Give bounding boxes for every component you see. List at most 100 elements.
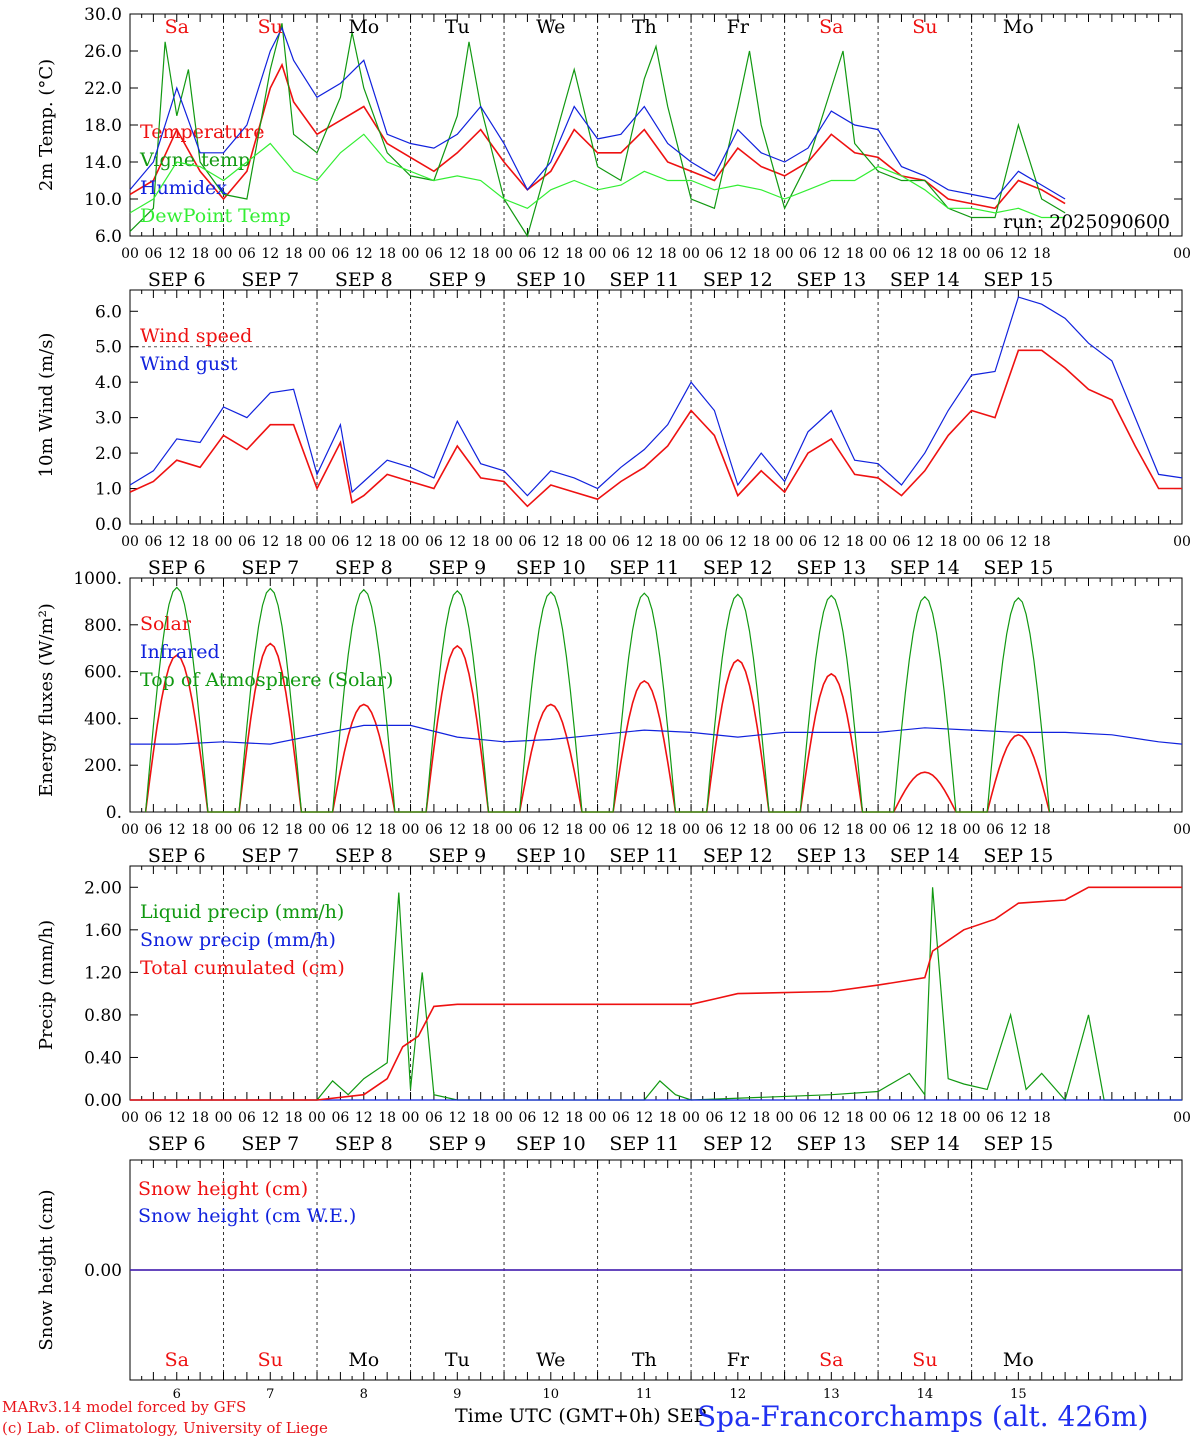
hour-label: 06 <box>331 1110 349 1126</box>
hour-label: 00 <box>589 1110 607 1126</box>
weekday-label: Su <box>258 16 283 38</box>
hour-label: 18 <box>378 822 396 838</box>
day-number-label: 8 <box>360 1387 368 1402</box>
date-label: SEP 13 <box>796 269 866 291</box>
hour-label: 00 <box>963 822 981 838</box>
hour-label: 06 <box>986 1110 1004 1126</box>
time-axis-label: Time UTC (GMT+0h) SEP <box>455 1405 707 1427</box>
hour-label: 00 <box>963 1110 981 1126</box>
hour-label: 06 <box>612 534 630 550</box>
hour-label: 12 <box>168 246 186 262</box>
hour-label: 00 <box>308 534 326 550</box>
hour-label: 12 <box>168 1110 186 1126</box>
legend-label: Snow height (cm W.E.) <box>138 1205 356 1227</box>
series-line-humidex <box>129 26 1066 200</box>
date-label: SEP 12 <box>703 845 773 867</box>
weekday-label: Su <box>912 16 937 38</box>
hour-label: 00 <box>121 534 139 550</box>
legend-label: Infrared <box>140 641 220 663</box>
hour-label: 12 <box>822 246 840 262</box>
hour-label: 00 <box>776 822 794 838</box>
hour-label: 12 <box>261 1110 279 1126</box>
weekday-label: Mo <box>348 16 379 38</box>
day-number-label: 15 <box>1010 1387 1027 1402</box>
y-tick-label: 0. <box>106 803 122 823</box>
legend-label: Vigne temp <box>139 149 250 171</box>
date-label: SEP 7 <box>241 1133 299 1155</box>
date-label: SEP 13 <box>796 1133 866 1155</box>
hour-label: 18 <box>472 534 490 550</box>
date-label: SEP 6 <box>148 1133 206 1155</box>
legend-label: Humidex <box>140 177 227 199</box>
weekday-label: Su <box>258 1349 283 1371</box>
hour-label: 12 <box>355 822 373 838</box>
date-label: SEP 11 <box>609 845 679 867</box>
hour-label: 12 <box>916 246 934 262</box>
hour-label: 18 <box>1033 822 1051 838</box>
hour-label: 12 <box>729 822 747 838</box>
hour-label: 00 <box>215 246 233 262</box>
hour-label: 12 <box>822 822 840 838</box>
day-number-label: 10 <box>543 1387 560 1402</box>
date-label: SEP 15 <box>983 269 1053 291</box>
hour-label: 06 <box>425 534 443 550</box>
hour-label: 18 <box>285 822 303 838</box>
hour-label: 06 <box>425 1110 443 1126</box>
hour-label: 18 <box>846 822 864 838</box>
date-label: SEP 10 <box>516 1133 586 1155</box>
hour-label: 06 <box>331 246 349 262</box>
date-label: SEP 8 <box>335 557 393 579</box>
date-label: SEP 13 <box>796 557 866 579</box>
y-tick-label: 1.20 <box>84 963 122 983</box>
hour-label: 06 <box>519 534 537 550</box>
hour-label: 06 <box>144 534 162 550</box>
date-label: SEP 11 <box>609 1133 679 1155</box>
hour-label: 12 <box>1009 1110 1027 1126</box>
date-label: SEP 12 <box>703 1133 773 1155</box>
hour-label: 06 <box>799 822 817 838</box>
hour-label: 12 <box>542 534 560 550</box>
date-label: SEP 14 <box>890 1133 960 1155</box>
hour-label: 00 <box>1173 246 1191 262</box>
hour-label: 12 <box>168 534 186 550</box>
date-label: SEP 14 <box>890 269 960 291</box>
hour-label: 12 <box>916 822 934 838</box>
date-label: SEP 12 <box>703 269 773 291</box>
legend-label: Wind gust <box>140 353 238 375</box>
legend-label: Snow height (cm) <box>138 1178 308 1200</box>
date-label: SEP 8 <box>335 269 393 291</box>
hour-label: 18 <box>378 246 396 262</box>
hour-label: 00 <box>963 534 981 550</box>
hour-label: 06 <box>893 246 911 262</box>
hour-label: 18 <box>1033 534 1051 550</box>
hour-label: 06 <box>612 1110 630 1126</box>
hour-label: 18 <box>472 822 490 838</box>
hour-label: 06 <box>331 822 349 838</box>
hour-label: 06 <box>144 246 162 262</box>
hour-label: 06 <box>144 822 162 838</box>
hour-label: 18 <box>939 534 957 550</box>
hour-label: 12 <box>729 534 747 550</box>
hour-label: 12 <box>355 1110 373 1126</box>
hour-label: 06 <box>893 534 911 550</box>
hour-label: 00 <box>776 1110 794 1126</box>
hour-label: 00 <box>682 822 700 838</box>
hour-label: 18 <box>191 246 209 262</box>
date-label: SEP 14 <box>890 557 960 579</box>
y-tick-label: 6.0 <box>95 302 122 322</box>
hour-label: 00 <box>869 246 887 262</box>
date-label: SEP 9 <box>428 1133 486 1155</box>
legend-label: Total cumulated (cm) <box>140 957 345 979</box>
hour-label: 12 <box>542 246 560 262</box>
y-tick-label: 6.0 <box>95 227 122 247</box>
lab-credit: (c) Lab. of Climatology, University of L… <box>2 1419 328 1437</box>
hour-label: 18 <box>191 534 209 550</box>
hour-label: 18 <box>378 534 396 550</box>
date-label: SEP 6 <box>148 557 206 579</box>
run-label: run: 2025090600 <box>1003 211 1170 233</box>
weekday-label: Tu <box>445 16 470 38</box>
hour-label: 00 <box>402 534 420 550</box>
hour-label: 18 <box>472 246 490 262</box>
date-label: SEP 14 <box>890 845 960 867</box>
plot-frame <box>129 289 1183 525</box>
